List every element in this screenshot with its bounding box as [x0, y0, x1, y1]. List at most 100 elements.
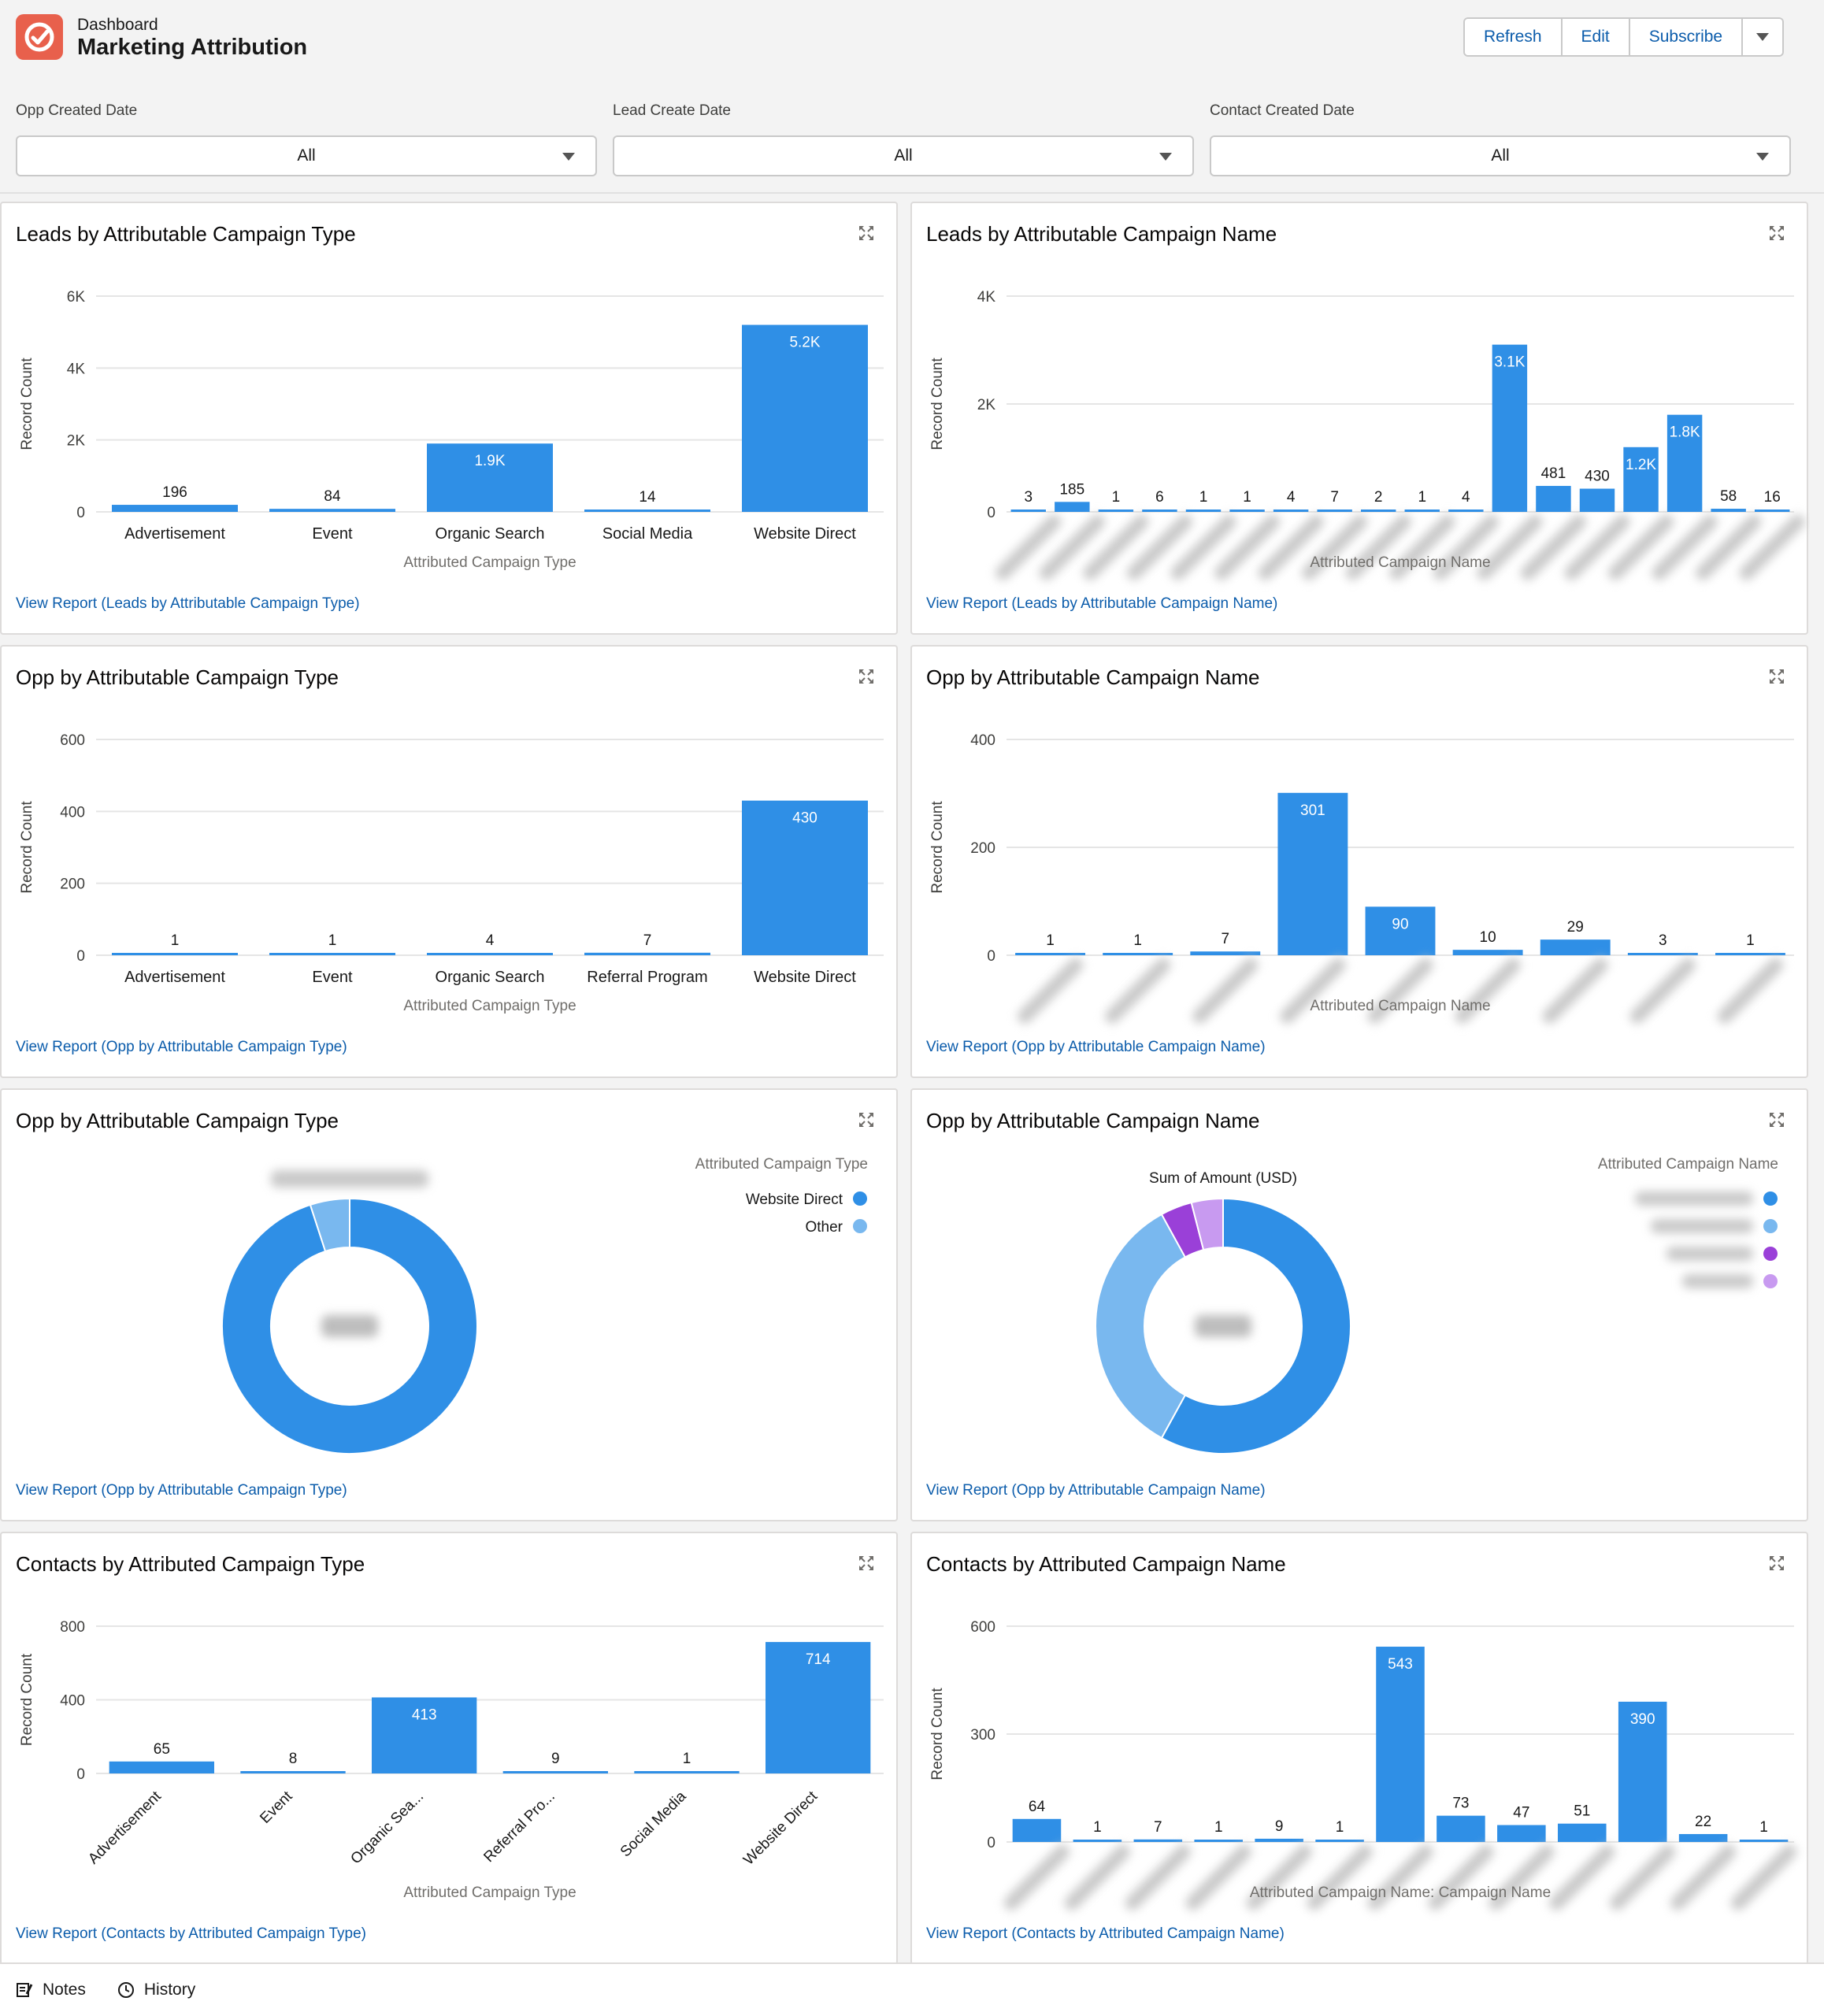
legend-swatch [1763, 1219, 1778, 1233]
x-axis-title: Attributed Campaign Name [1310, 554, 1490, 571]
expand-icon[interactable] [1767, 667, 1786, 686]
x-tick-label-redacted [1192, 958, 1259, 1024]
chart-bar [1492, 344, 1528, 512]
history-button[interactable]: History [117, 1981, 195, 1999]
subscribe-button[interactable]: Subscribe [1629, 19, 1744, 55]
chart-bar [1015, 953, 1085, 955]
data-label: 1 [328, 932, 337, 949]
chevron-down-icon [1756, 33, 1770, 41]
x-tick-label-redacted [1542, 958, 1608, 1024]
data-label: 3.1K [1494, 354, 1525, 371]
utility-bar: Notes History [0, 1962, 1824, 2016]
chevron-down-icon [1756, 153, 1769, 161]
x-tick-label-redacted [1564, 514, 1630, 580]
chart-bar [1452, 950, 1523, 955]
x-tick-label-redacted [1629, 958, 1696, 1024]
y-tick-label: 400 [60, 804, 85, 821]
chart-bar [1185, 510, 1222, 512]
x-tick-label: Event [312, 969, 353, 986]
view-report-link[interactable]: View Report (Contacts by Attributed Camp… [16, 1925, 366, 1942]
card-title: Leads by Attributable Campaign Type [16, 222, 356, 246]
x-tick-label-redacted [1731, 1844, 1797, 1910]
filter-label-opp-created: Opp Created Date [16, 102, 138, 119]
data-label: 390 [1630, 1711, 1655, 1728]
chart-bar [109, 1761, 214, 1773]
x-axis-title: Attributed Campaign Type [403, 554, 576, 571]
data-label: 58 [1720, 488, 1737, 505]
notes-button[interactable]: Notes [16, 1981, 86, 1999]
chart-bar [427, 953, 553, 955]
y-tick-label: 400 [60, 1693, 85, 1710]
refresh-button[interactable]: Refresh [1465, 19, 1563, 55]
legend-title: Attributed Campaign Name [1598, 1156, 1778, 1173]
data-label: 1 [1759, 1819, 1768, 1836]
filter-select-opp-created[interactable]: All [16, 135, 597, 176]
view-report-link[interactable]: View Report (Opp by Attributable Campaig… [926, 1039, 1266, 1055]
x-tick-label-redacted [1428, 1844, 1494, 1910]
view-report-link[interactable]: View Report (Opp by Attributable Campaig… [16, 1039, 347, 1055]
expand-icon[interactable] [857, 667, 876, 686]
card-title: Leads by Attributable Campaign Name [926, 222, 1277, 246]
x-tick-label: Website Direct [754, 525, 856, 543]
x-tick-label-redacted [1367, 958, 1433, 1024]
view-report-link[interactable]: View Report (Leads by Attributable Campa… [16, 595, 360, 612]
donut-title: Sum of Amount (USD) [1149, 1170, 1297, 1187]
x-tick-label-redacted [1717, 958, 1783, 1024]
x-tick-label-redacted [1105, 958, 1171, 1024]
x-tick-label-redacted [1039, 514, 1105, 580]
chart-bar [1190, 951, 1261, 955]
chart-contacts-by-name: 0 300 600 Record Count 64 1 7 1 9 1 543 73 47 51 390 22… [929, 1619, 1797, 1910]
expand-icon[interactable] [1767, 1554, 1786, 1573]
chart-bar [742, 800, 868, 955]
expand-icon[interactable] [857, 224, 876, 243]
expand-icon[interactable] [1767, 1110, 1786, 1129]
data-label: 16 [1764, 489, 1781, 506]
more-actions-button[interactable] [1743, 19, 1783, 55]
edit-button[interactable]: Edit [1562, 19, 1630, 55]
y-tick-label: 0 [987, 505, 995, 521]
view-report-link[interactable]: View Report (Leads by Attributable Campa… [926, 595, 1278, 612]
x-tick-label-redacted [1433, 514, 1499, 580]
donut-slice [1095, 1213, 1187, 1440]
y-tick-label: 400 [970, 732, 995, 749]
x-axis-title: Attributed Campaign Type [403, 1884, 576, 1901]
x-tick-label: Referral Program [587, 969, 707, 986]
data-label: 1.2K [1626, 457, 1656, 473]
x-tick-label-redacted [995, 514, 1062, 580]
y-axis-title: Record Count [19, 1653, 35, 1746]
filter-select-lead-created[interactable]: All [613, 135, 1194, 176]
breadcrumb[interactable]: Dashboard [77, 16, 158, 34]
notes-icon [17, 1983, 33, 1997]
x-tick-label-redacted [1280, 958, 1346, 1024]
x-tick-label: Social Media [602, 525, 693, 543]
data-label: 413 [412, 1707, 437, 1723]
y-tick-label: 0 [987, 948, 995, 965]
chart-bar [372, 1697, 477, 1773]
x-tick-label: Event [312, 525, 353, 543]
dashboard-header: Dashboard Marketing Attribution Refresh … [0, 0, 1824, 194]
chevron-down-icon [562, 153, 575, 161]
chart-bar [1010, 510, 1046, 512]
legend-swatch [853, 1191, 867, 1206]
view-report-link[interactable]: View Report (Opp by Attributable Campaig… [926, 1482, 1266, 1499]
data-label: 196 [162, 484, 187, 501]
y-tick-label: 200 [60, 876, 85, 893]
x-tick-label: Organic Search [436, 525, 545, 543]
x-tick-label-redacted [1488, 1844, 1555, 1910]
expand-icon[interactable] [857, 1554, 876, 1573]
y-axis-title: Record Count [929, 801, 946, 894]
expand-icon[interactable] [1767, 224, 1786, 243]
filter-select-contact-created[interactable]: All [1210, 135, 1791, 176]
y-tick-label: 0 [987, 1835, 995, 1851]
view-report-link[interactable]: View Report (Opp by Attributable Campaig… [16, 1482, 347, 1499]
data-label: 3 [1024, 489, 1032, 506]
expand-icon[interactable] [857, 1110, 876, 1129]
data-label: 7 [1154, 1819, 1162, 1836]
chart-bar [1404, 510, 1440, 512]
data-label: 84 [324, 488, 341, 505]
y-tick-label: 800 [60, 1619, 85, 1636]
y-axis-title: Record Count [19, 801, 35, 894]
chart-bar [1012, 1818, 1062, 1842]
chart-bar [1317, 510, 1352, 512]
view-report-link[interactable]: View Report (Contacts by Attributed Camp… [926, 1925, 1285, 1942]
